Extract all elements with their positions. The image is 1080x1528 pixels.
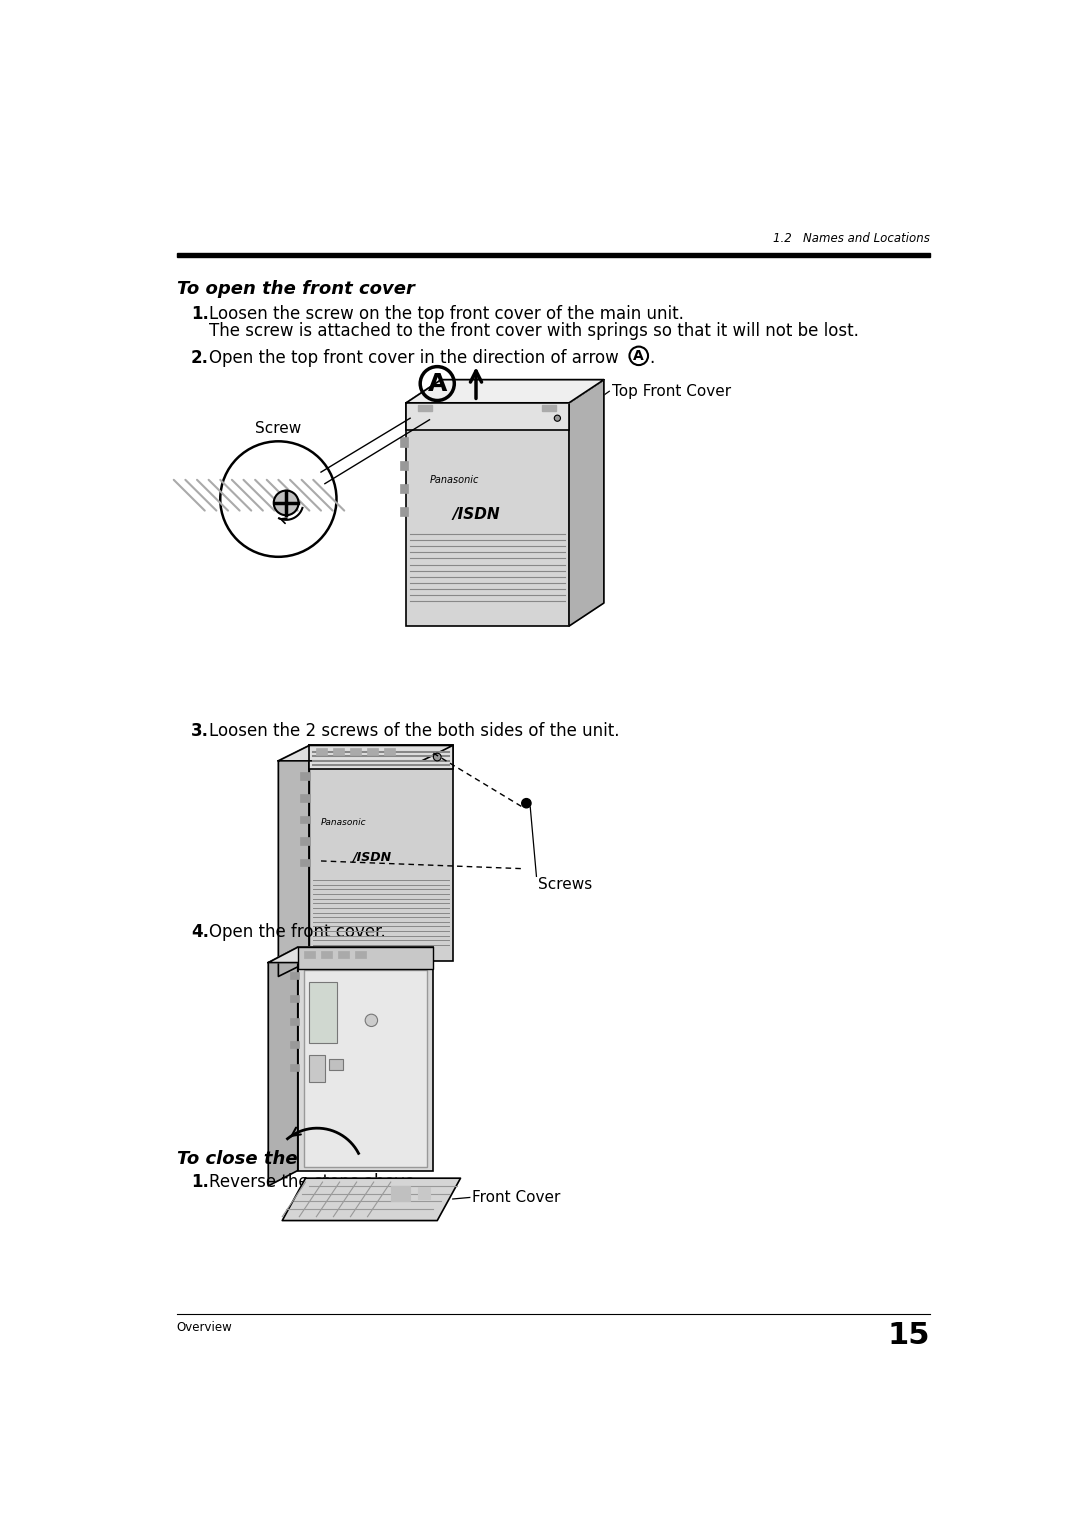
- Text: 1.: 1.: [191, 306, 208, 322]
- Bar: [309, 1054, 325, 1082]
- Text: .: .: [649, 348, 654, 367]
- Bar: [291, 1041, 298, 1048]
- Bar: [321, 950, 332, 958]
- Polygon shape: [268, 947, 298, 1186]
- Polygon shape: [406, 380, 604, 403]
- Text: 1.2   Names and Locations: 1.2 Names and Locations: [773, 232, 930, 244]
- Polygon shape: [406, 380, 604, 403]
- Bar: [303, 970, 428, 1167]
- Text: Top Front Cover: Top Front Cover: [611, 384, 731, 399]
- Bar: [300, 859, 310, 866]
- Bar: [303, 950, 314, 958]
- Text: 3.: 3.: [191, 723, 208, 741]
- Text: 15: 15: [888, 1322, 930, 1351]
- Bar: [355, 950, 366, 958]
- Polygon shape: [569, 380, 604, 626]
- Bar: [338, 950, 349, 958]
- Text: Open the front cover.: Open the front cover.: [210, 923, 387, 941]
- Circle shape: [433, 753, 441, 761]
- Bar: [400, 437, 408, 446]
- Bar: [291, 995, 298, 1002]
- Bar: [400, 484, 408, 494]
- Text: Loosen the 2 screws of the both sides of the unit.: Loosen the 2 screws of the both sides of…: [210, 723, 620, 741]
- Bar: [315, 747, 327, 755]
- Text: The screw is attached to the front cover with springs so that it will not be los: The screw is attached to the front cover…: [210, 322, 860, 339]
- Text: Open the top front cover in the direction of arrow: Open the top front cover in the directio…: [210, 348, 624, 367]
- Bar: [298, 947, 433, 1170]
- Circle shape: [522, 799, 531, 808]
- Polygon shape: [279, 746, 309, 976]
- Bar: [383, 747, 395, 755]
- Circle shape: [365, 1015, 378, 1027]
- Bar: [400, 460, 408, 469]
- Bar: [291, 1018, 298, 1025]
- Bar: [291, 1063, 298, 1071]
- Text: Loosen the screw on the top front cover of the main unit.: Loosen the screw on the top front cover …: [210, 306, 685, 322]
- Text: Panasonic: Panasonic: [321, 817, 366, 827]
- Bar: [300, 795, 310, 802]
- Bar: [406, 403, 569, 626]
- Bar: [298, 947, 433, 969]
- Bar: [291, 972, 298, 979]
- Bar: [350, 747, 362, 755]
- Bar: [333, 747, 345, 755]
- Text: To open the front cover: To open the front cover: [177, 280, 415, 298]
- Circle shape: [273, 490, 298, 515]
- Text: Screws: Screws: [538, 877, 592, 891]
- Text: 2.: 2.: [191, 348, 208, 367]
- Bar: [391, 1186, 410, 1201]
- Text: /ISDN: /ISDN: [352, 851, 391, 863]
- Bar: [309, 983, 337, 1044]
- Bar: [328, 1059, 342, 1071]
- Polygon shape: [268, 947, 433, 963]
- Text: A: A: [428, 371, 447, 396]
- Bar: [367, 747, 378, 755]
- Text: Screw: Screw: [255, 420, 301, 435]
- Bar: [400, 507, 408, 516]
- Text: /ISDN: /ISDN: [453, 507, 500, 523]
- Bar: [300, 837, 310, 845]
- Text: To close the front cover: To close the front cover: [177, 1149, 417, 1167]
- Text: 1.: 1.: [191, 1174, 208, 1190]
- Polygon shape: [282, 1178, 460, 1221]
- Text: Overview: Overview: [177, 1322, 232, 1334]
- Polygon shape: [279, 746, 453, 761]
- Bar: [542, 405, 556, 411]
- Bar: [309, 746, 453, 961]
- Text: Front Cover: Front Cover: [472, 1190, 561, 1206]
- Bar: [418, 405, 432, 411]
- Bar: [418, 1187, 430, 1199]
- Text: Reverse the steps above.: Reverse the steps above.: [210, 1174, 420, 1190]
- Bar: [300, 816, 310, 824]
- Circle shape: [554, 416, 561, 422]
- Bar: [300, 773, 310, 781]
- Bar: [309, 746, 453, 769]
- Text: Panasonic: Panasonic: [430, 475, 478, 484]
- Text: A: A: [633, 348, 644, 362]
- Text: 4.: 4.: [191, 923, 208, 941]
- Bar: [406, 403, 569, 429]
- Bar: [177, 252, 930, 257]
- Circle shape: [220, 442, 337, 556]
